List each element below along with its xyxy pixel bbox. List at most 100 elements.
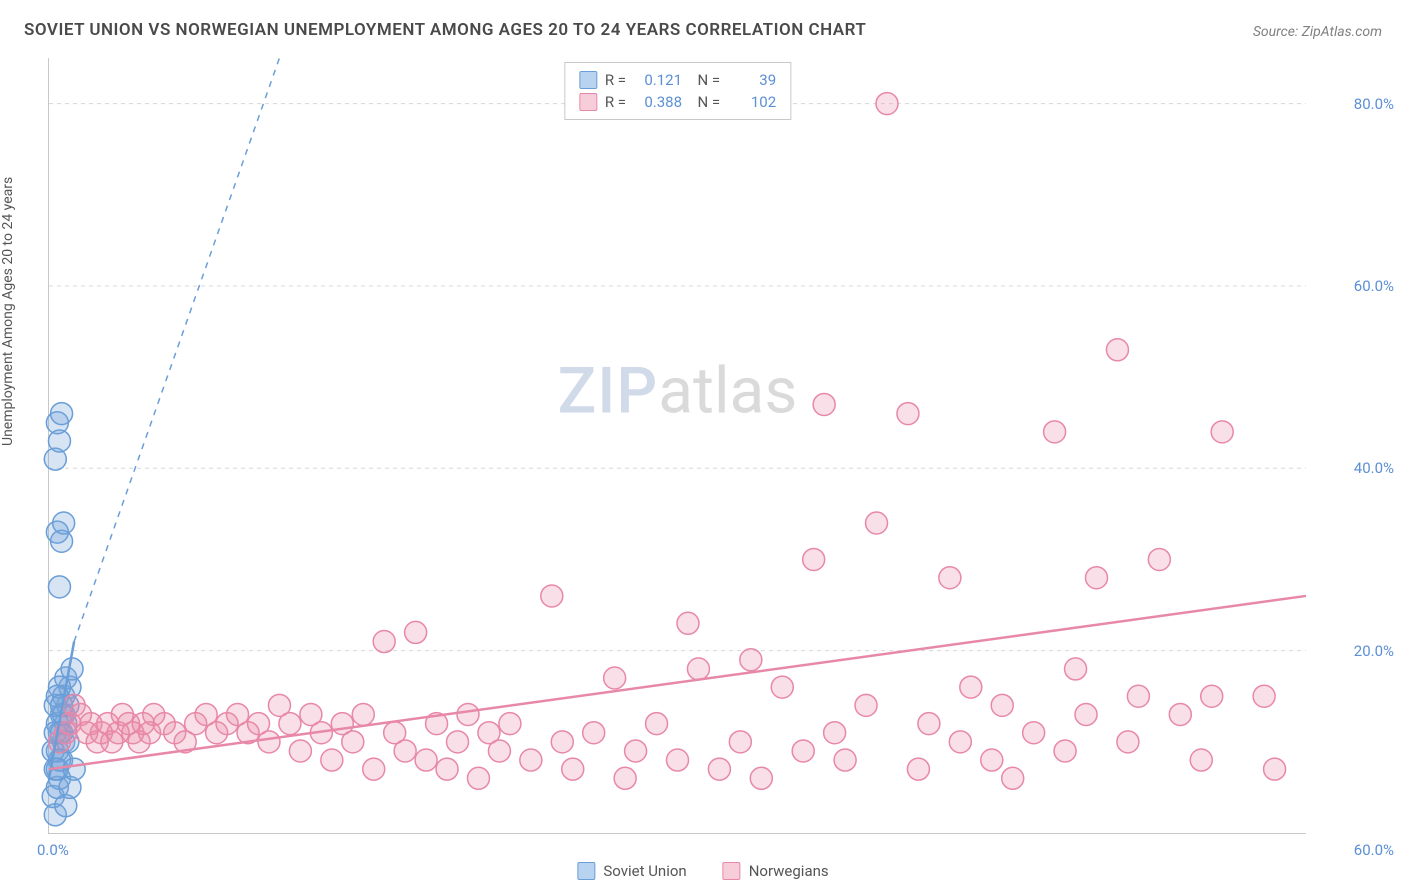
y-tick: 60.0% xyxy=(1354,277,1394,295)
legend-swatch-norwegian-icon xyxy=(723,862,741,880)
data-point xyxy=(405,621,427,643)
data-point xyxy=(520,749,542,771)
data-point xyxy=(1023,722,1045,744)
data-point xyxy=(876,93,898,115)
x-tick-min: 0.0% xyxy=(37,841,69,859)
plot-area: ZIPatlas R = 0.121 N = 39 R = 0.388 N = … xyxy=(48,58,1306,834)
data-point xyxy=(792,740,814,762)
y-tick: 40.0% xyxy=(1354,459,1394,477)
data-point xyxy=(960,676,982,698)
y-axis-label: Unemployment Among Ages 20 to 24 years xyxy=(0,177,16,446)
data-point xyxy=(646,713,668,735)
data-point xyxy=(1117,731,1139,753)
data-point xyxy=(897,403,919,425)
data-point xyxy=(258,731,280,753)
data-point xyxy=(1264,758,1286,780)
data-point xyxy=(771,676,793,698)
data-point xyxy=(48,576,70,598)
chart-source: Source: ZipAtlas.com xyxy=(1253,24,1382,40)
data-point xyxy=(1065,658,1087,680)
n-label: N = xyxy=(690,93,720,111)
data-point xyxy=(1044,421,1066,443)
data-point xyxy=(363,758,385,780)
chart-container: ZIPatlas R = 0.121 N = 39 R = 0.388 N = … xyxy=(48,58,1306,834)
data-point xyxy=(467,767,489,789)
data-point xyxy=(939,567,961,589)
data-point xyxy=(740,649,762,671)
legend-item-norwegian: Norwegians xyxy=(723,862,829,880)
data-point xyxy=(457,703,479,725)
data-point xyxy=(708,758,730,780)
data-point xyxy=(436,758,458,780)
chart-header: SOVIET UNION VS NORWEGIAN UNEMPLOYMENT A… xyxy=(0,0,1406,48)
data-point xyxy=(1148,548,1170,570)
data-point xyxy=(729,731,751,753)
data-point xyxy=(289,740,311,762)
data-point xyxy=(855,694,877,716)
data-point xyxy=(604,667,626,689)
data-point xyxy=(1190,749,1212,771)
data-point xyxy=(53,512,75,534)
data-point xyxy=(488,740,510,762)
data-point xyxy=(918,713,940,735)
r-value-norwegian: 0.388 xyxy=(634,93,682,111)
y-tick: 80.0% xyxy=(1354,95,1394,113)
x-tick-max: 60.0% xyxy=(1354,841,1394,859)
legend-label-soviet: Soviet Union xyxy=(603,862,686,880)
data-point xyxy=(583,722,605,744)
data-point xyxy=(541,585,563,607)
data-point xyxy=(813,393,835,415)
legend-swatch-soviet-icon xyxy=(577,862,595,880)
data-point xyxy=(415,749,437,771)
legend-swatch-norwegian xyxy=(579,93,597,111)
data-point xyxy=(63,758,85,780)
data-point xyxy=(1211,421,1233,443)
data-point xyxy=(1075,703,1097,725)
r-label: R = xyxy=(605,71,626,89)
trend-line-extrapolation xyxy=(74,58,279,642)
data-point xyxy=(551,731,573,753)
data-point xyxy=(1169,703,1191,725)
y-tick: 20.0% xyxy=(1354,642,1394,660)
series-legend: Soviet Union Norwegians xyxy=(577,862,828,880)
data-point xyxy=(866,512,888,534)
data-point xyxy=(373,631,395,653)
data-point xyxy=(394,740,416,762)
data-point xyxy=(352,703,374,725)
data-point xyxy=(687,658,709,680)
data-point xyxy=(1106,339,1128,361)
data-point xyxy=(342,731,364,753)
data-point xyxy=(981,749,1003,771)
plot-svg xyxy=(49,58,1306,833)
data-point xyxy=(949,731,971,753)
n-value-norwegian: 102 xyxy=(728,93,776,111)
r-value-soviet: 0.121 xyxy=(634,71,682,89)
data-point xyxy=(1127,685,1149,707)
data-point xyxy=(447,731,469,753)
data-point xyxy=(1201,685,1223,707)
data-point xyxy=(279,713,301,735)
data-point xyxy=(824,722,846,744)
data-point xyxy=(321,749,343,771)
data-point xyxy=(1002,767,1024,789)
n-value-soviet: 39 xyxy=(728,71,776,89)
data-point xyxy=(1253,685,1275,707)
chart-title: SOVIET UNION VS NORWEGIAN UNEMPLOYMENT A… xyxy=(24,20,866,40)
data-point xyxy=(803,548,825,570)
data-point xyxy=(667,749,689,771)
data-point xyxy=(1086,567,1108,589)
legend-row-soviet: R = 0.121 N = 39 xyxy=(579,69,776,91)
data-point xyxy=(625,740,647,762)
legend-label-norwegian: Norwegians xyxy=(749,862,829,880)
r-label: R = xyxy=(605,93,626,111)
legend-row-norwegian: R = 0.388 N = 102 xyxy=(579,91,776,113)
legend-swatch-soviet xyxy=(579,71,597,89)
data-point xyxy=(499,713,521,735)
data-point xyxy=(1054,740,1076,762)
n-label: N = xyxy=(690,71,720,89)
data-point xyxy=(834,749,856,771)
legend-item-soviet: Soviet Union xyxy=(577,862,686,880)
data-point xyxy=(562,758,584,780)
data-point xyxy=(677,612,699,634)
correlation-legend: R = 0.121 N = 39 R = 0.388 N = 102 xyxy=(564,62,791,120)
